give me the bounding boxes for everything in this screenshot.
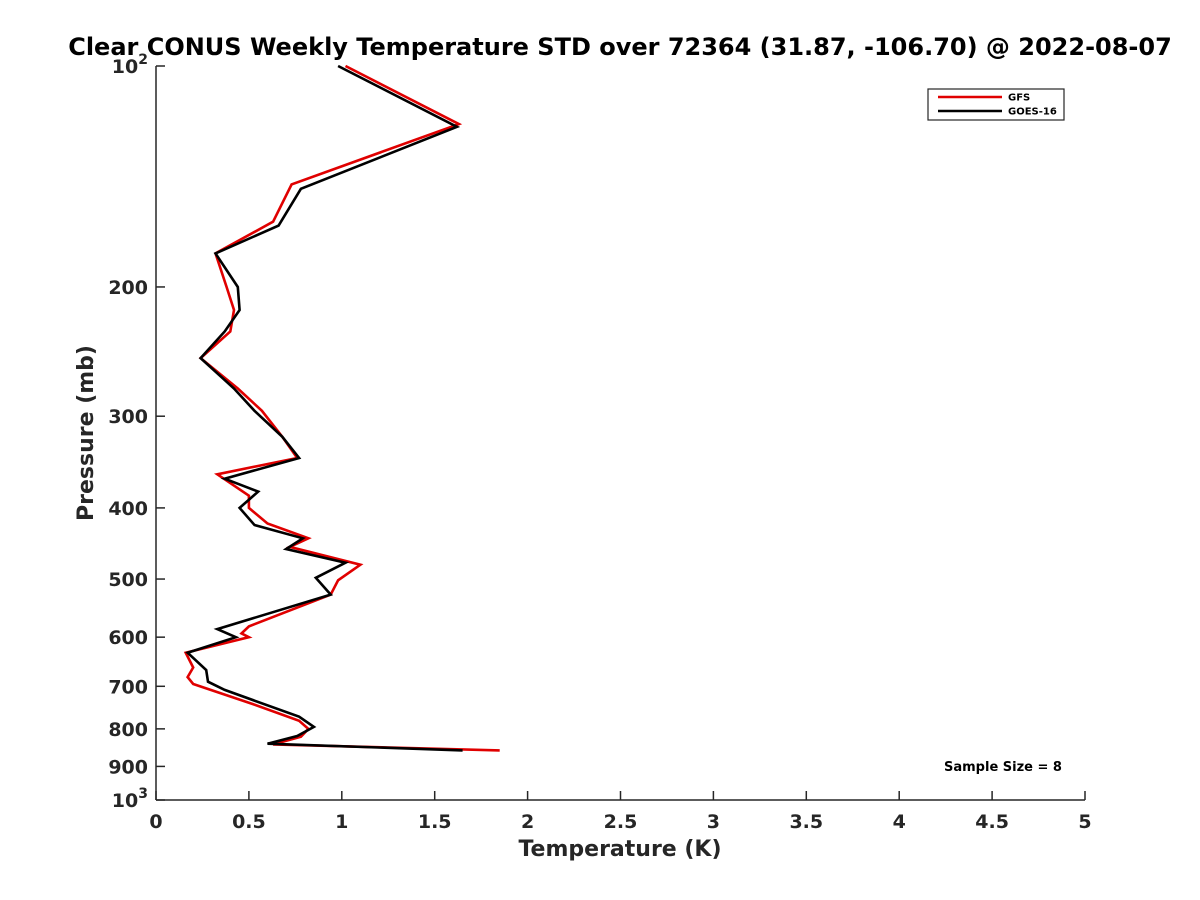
x-tick-label: 3 [707,811,720,833]
x-tick-label: 0 [149,811,162,833]
x-tick-label: 2.5 [604,811,638,833]
y-tick-label: 900 [108,756,148,778]
x-tick-label: 3.5 [789,811,823,833]
sample-size-annotation: Sample Size = 8 [944,760,1062,775]
y-tick-label: 200 [108,277,148,299]
x-tick-label: 4.5 [975,811,1009,833]
y-tick-label: 102 [112,52,148,78]
series-line-gfs [183,64,500,752]
series-line-goes-16 [185,64,463,752]
x-axis-label: Temperature (K) [518,837,721,862]
y-tick-label: 700 [108,676,148,698]
ticks-layer: 0 0.5 1 1.5 2 2.5 3 3.5 4 4.5 5 102 200 300 400 500 600 7… [108,52,1091,833]
legend: GFS GOES-16 [927,88,1065,121]
series-layer [183,64,500,752]
x-tick-label: 5 [1078,811,1091,833]
x-tick-label: 2 [521,811,534,833]
chart-title: Clear CONUS Weekly Temperature STD over … [68,33,1172,61]
x-tick-label: 0.5 [232,811,266,833]
y-tick-label: 500 [108,569,148,591]
legend-label: GFS [1008,93,1030,104]
x-tick-label: 1.5 [418,811,452,833]
y-tick-label: 103 [112,786,148,812]
y-axis-label: Pressure (mb) [74,345,99,521]
axes-layer [155,66,1085,801]
y-tick-label: 300 [108,406,148,428]
x-tick-label: 1 [335,811,348,833]
legend-box [927,88,1065,121]
y-tick-label: 800 [108,719,148,741]
y-tick-label: 600 [108,627,148,649]
x-tick-label: 4 [893,811,906,833]
y-tick-label: 400 [108,498,148,520]
legend-label: GOES-16 [1008,107,1057,118]
